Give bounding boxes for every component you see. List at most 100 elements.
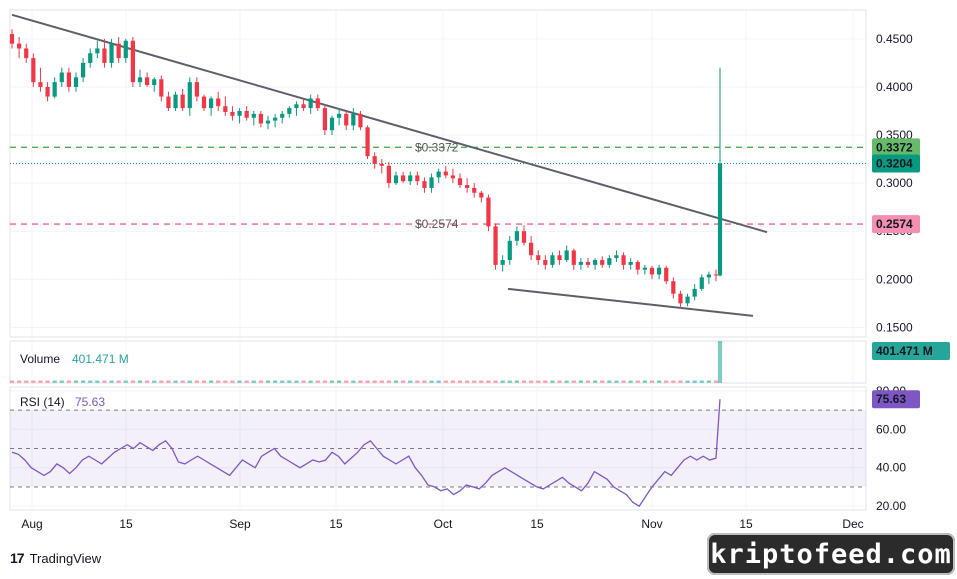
- volume-bar: [685, 380, 690, 383]
- volume-bar: [472, 380, 477, 383]
- candle-body: [529, 242, 534, 256]
- volume-bar: [564, 380, 569, 383]
- volume-bar: [571, 380, 576, 383]
- candle-body: [180, 94, 185, 109]
- candle-body: [223, 106, 228, 112]
- candle-body: [209, 98, 214, 109]
- candle-body: [17, 43, 22, 49]
- volume-bar: [273, 380, 278, 383]
- volume-bar: [607, 380, 612, 383]
- candle-body: [600, 260, 605, 265]
- volume-bar: [678, 380, 683, 383]
- volume-bar: [173, 380, 178, 383]
- volume-bar: [585, 380, 591, 383]
- last-price-badge-bg: [872, 154, 920, 173]
- volume-bar: [365, 380, 370, 383]
- volume-bar: [223, 380, 228, 383]
- tradingview-logo[interactable]: 17 TradingView: [10, 550, 101, 566]
- volume-bar: [593, 380, 598, 383]
- candle-body: [493, 226, 498, 265]
- watermark-text: kriptofeed.com: [710, 538, 952, 570]
- candle-body: [372, 156, 377, 164]
- volume-bar: [109, 380, 114, 383]
- volume-bar: [671, 380, 676, 383]
- volume-bar: [717, 341, 723, 383]
- volume-pane[interactable]: [9, 340, 867, 384]
- candle-body: [585, 261, 591, 265]
- x-tick-label: Aug: [21, 517, 42, 531]
- volume-bar: [17, 380, 22, 383]
- rsi-line-group: [11, 399, 721, 508]
- rsi-line: [11, 399, 721, 508]
- volume-bar: [422, 380, 427, 383]
- volume-bar: [635, 380, 640, 383]
- volume-bar: [372, 380, 377, 383]
- volume-badge-bg: [872, 342, 950, 360]
- candle-body: [81, 62, 86, 78]
- volume-bar: [31, 380, 36, 383]
- candle-body: [145, 77, 150, 86]
- volume-legend-label: Volume: [20, 352, 60, 366]
- price-tick-label: 0.4500: [876, 32, 913, 46]
- candle-body: [465, 185, 470, 188]
- volume-bar: [24, 380, 29, 383]
- candle-body: [102, 48, 107, 63]
- candle-body: [472, 187, 477, 193]
- volume-bar: [699, 380, 704, 383]
- volume-bar: [145, 380, 150, 383]
- candle-body: [308, 98, 313, 109]
- candle-body: [280, 113, 285, 118]
- price-badges: 0.3372 0.2574 0.3204 401.471 M 75.63: [872, 138, 950, 409]
- grid: [10, 10, 866, 510]
- trendline: [11, 13, 768, 234]
- candle-body: [59, 72, 64, 83]
- volume-bar: [315, 380, 320, 383]
- x-tick-label: 15: [119, 517, 133, 531]
- volume-bar: [514, 380, 519, 383]
- volume-bar: [187, 380, 192, 383]
- x-tick-label: Sep: [229, 517, 251, 531]
- volume-bar: [251, 380, 256, 383]
- candle-body: [287, 108, 292, 114]
- candle-body: [237, 110, 242, 116]
- candle-body: [436, 171, 441, 178]
- candle-body: [706, 274, 711, 278]
- candle-body: [38, 82, 43, 87]
- candle-body: [201, 96, 207, 109]
- candle-body: [379, 163, 384, 166]
- volume-bar: [657, 380, 662, 383]
- rsi-tick-label: 40.00: [876, 461, 906, 475]
- candle-body: [95, 48, 100, 54]
- volume-bar: [578, 380, 583, 383]
- volume-bar: [408, 380, 413, 383]
- rsi-badge-bg: [872, 390, 920, 409]
- volume-bar: [337, 380, 342, 383]
- candle-body: [329, 117, 335, 131]
- volume-bar: [130, 380, 135, 383]
- volume-bar: [244, 380, 249, 383]
- trendlines: [11, 13, 768, 317]
- candle-body: [443, 171, 448, 176]
- candle-body: [635, 261, 640, 270]
- volume-bar: [45, 380, 50, 383]
- candle-body: [230, 111, 235, 116]
- candle-body: [699, 277, 704, 289]
- candle-body: [713, 274, 719, 276]
- price-level-label: $0.2574: [415, 217, 459, 231]
- volume-bar: [322, 380, 327, 383]
- candle-body: [422, 181, 427, 188]
- volume-bar: [344, 380, 349, 383]
- watermark-badge: kriptofeed.com: [707, 533, 955, 575]
- volume-bar: [301, 380, 306, 383]
- volume-bar: [649, 380, 655, 383]
- candle-body: [301, 104, 306, 109]
- volume-bar: [479, 380, 484, 383]
- volume-bar: [280, 380, 285, 383]
- volume-bar: [102, 380, 107, 383]
- volume-bar: [443, 380, 448, 383]
- candle-body: [258, 113, 263, 124]
- candle-body: [649, 267, 655, 275]
- candle-body: [657, 267, 662, 275]
- candle-body: [216, 98, 221, 107]
